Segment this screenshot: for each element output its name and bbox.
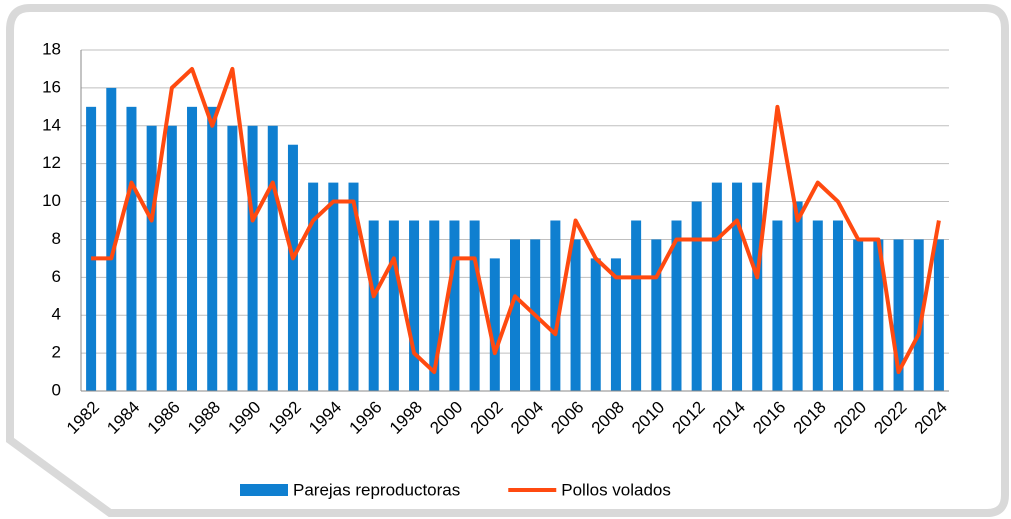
bar — [489, 258, 500, 391]
legend-label: Pollos volados — [561, 480, 671, 499]
bar — [328, 182, 339, 391]
legend-swatch — [240, 484, 288, 496]
y-tick-label: 2 — [52, 343, 61, 362]
bar — [873, 239, 884, 391]
bar — [388, 220, 399, 391]
bar — [106, 87, 117, 391]
y-tick-label: 8 — [52, 229, 61, 248]
y-tick-label: 16 — [42, 77, 61, 96]
bar — [590, 258, 601, 391]
bar — [227, 125, 238, 392]
bar — [449, 220, 460, 391]
bar — [287, 144, 298, 391]
y-tick-label: 0 — [52, 380, 61, 399]
bar — [207, 106, 218, 391]
line — [91, 66, 941, 375]
bar — [510, 239, 520, 391]
bar — [570, 239, 581, 391]
bar — [610, 258, 621, 391]
y-tick-label: 12 — [42, 153, 61, 172]
legend-label: Parejas reproductoras — [293, 480, 460, 499]
y-tick-label: 18 — [42, 39, 61, 58]
bar — [166, 125, 177, 392]
bar — [832, 220, 843, 391]
bar — [247, 125, 258, 392]
bar — [792, 201, 803, 391]
bar — [772, 220, 783, 391]
bar — [409, 220, 420, 391]
bar — [368, 220, 379, 391]
bar — [469, 220, 480, 391]
bar — [732, 182, 743, 391]
bar — [348, 182, 359, 391]
bar — [146, 125, 157, 392]
bar — [651, 239, 662, 391]
bar — [429, 220, 440, 391]
y-tick-label: 4 — [52, 305, 61, 324]
bar — [933, 239, 944, 391]
bar — [86, 106, 97, 391]
bar — [267, 125, 278, 392]
bar — [812, 220, 823, 391]
bar — [631, 220, 642, 391]
bar — [711, 182, 722, 391]
y-tick-label: 10 — [42, 191, 61, 210]
bar — [913, 239, 924, 391]
bar — [187, 106, 198, 391]
bar — [308, 182, 319, 391]
bar — [893, 239, 904, 391]
y-tick-label: 14 — [42, 115, 61, 134]
bar — [853, 239, 864, 391]
y-tick-label: 6 — [52, 267, 61, 286]
bar — [752, 182, 763, 391]
bar — [671, 220, 682, 391]
bar — [126, 106, 137, 391]
bar — [550, 220, 561, 391]
bar — [691, 201, 702, 391]
